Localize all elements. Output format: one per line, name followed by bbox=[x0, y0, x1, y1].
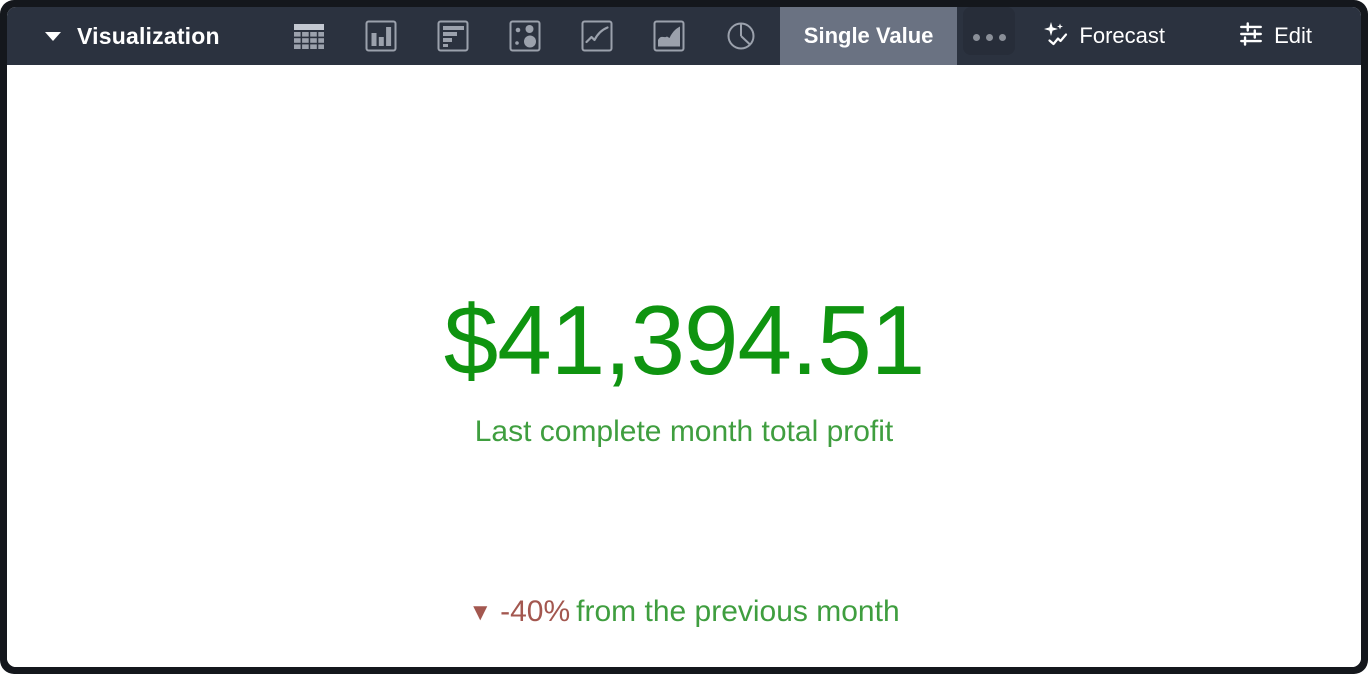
line-chart-icon bbox=[580, 19, 614, 53]
edit-label: Edit bbox=[1274, 23, 1312, 48]
sparkle-trend-icon bbox=[1043, 21, 1069, 52]
viz-type-pie-button[interactable] bbox=[724, 19, 758, 53]
table-grid-icon bbox=[292, 19, 326, 53]
visualization-toolbar: Visualization bbox=[7, 7, 1361, 65]
viz-type-area-button[interactable] bbox=[652, 19, 686, 53]
column-chart-icon bbox=[364, 19, 398, 53]
viz-type-switcher bbox=[292, 19, 758, 53]
area-chart-icon bbox=[652, 19, 686, 53]
viz-type-table-button[interactable] bbox=[292, 19, 326, 53]
viz-type-column-button[interactable] bbox=[364, 19, 398, 53]
scatter-plot-icon bbox=[508, 19, 542, 53]
forecast-button[interactable]: Forecast bbox=[1043, 21, 1165, 52]
comparison-text: from the previous month bbox=[576, 595, 900, 628]
pie-chart-icon bbox=[724, 19, 758, 53]
single-value-subtitle: Last complete month total profit bbox=[474, 415, 894, 448]
viz-type-bar-button[interactable] bbox=[436, 19, 470, 53]
comparison-row: ▼ -40% from the previous month bbox=[7, 594, 1361, 631]
bar-chart-icon bbox=[436, 19, 470, 53]
viz-type-line-button[interactable] bbox=[580, 19, 614, 53]
tune-sliders-icon bbox=[1238, 21, 1264, 52]
tab-single-value[interactable]: Single Value bbox=[779, 7, 958, 65]
toolbar-title: Visualization bbox=[77, 22, 220, 49]
down-triangle-icon: ▼ bbox=[468, 599, 493, 626]
single-value-amount: $41,394.51 bbox=[443, 285, 925, 395]
forecast-label: Forecast bbox=[1079, 23, 1165, 48]
edit-button[interactable]: Edit bbox=[1238, 21, 1312, 52]
single-value-visualization: $41,394.51 Last complete month total pro… bbox=[7, 65, 1361, 667]
comparison-delta: -40% bbox=[500, 595, 571, 628]
viz-type-scatter-button[interactable] bbox=[508, 19, 542, 53]
visualization-panel: Visualization bbox=[7, 7, 1361, 667]
caret-down-icon[interactable] bbox=[45, 31, 61, 41]
more-options-button[interactable] bbox=[963, 7, 1016, 55]
tab-single-value-label: Single Value bbox=[803, 23, 934, 48]
ellipsis-icon bbox=[972, 34, 980, 41]
